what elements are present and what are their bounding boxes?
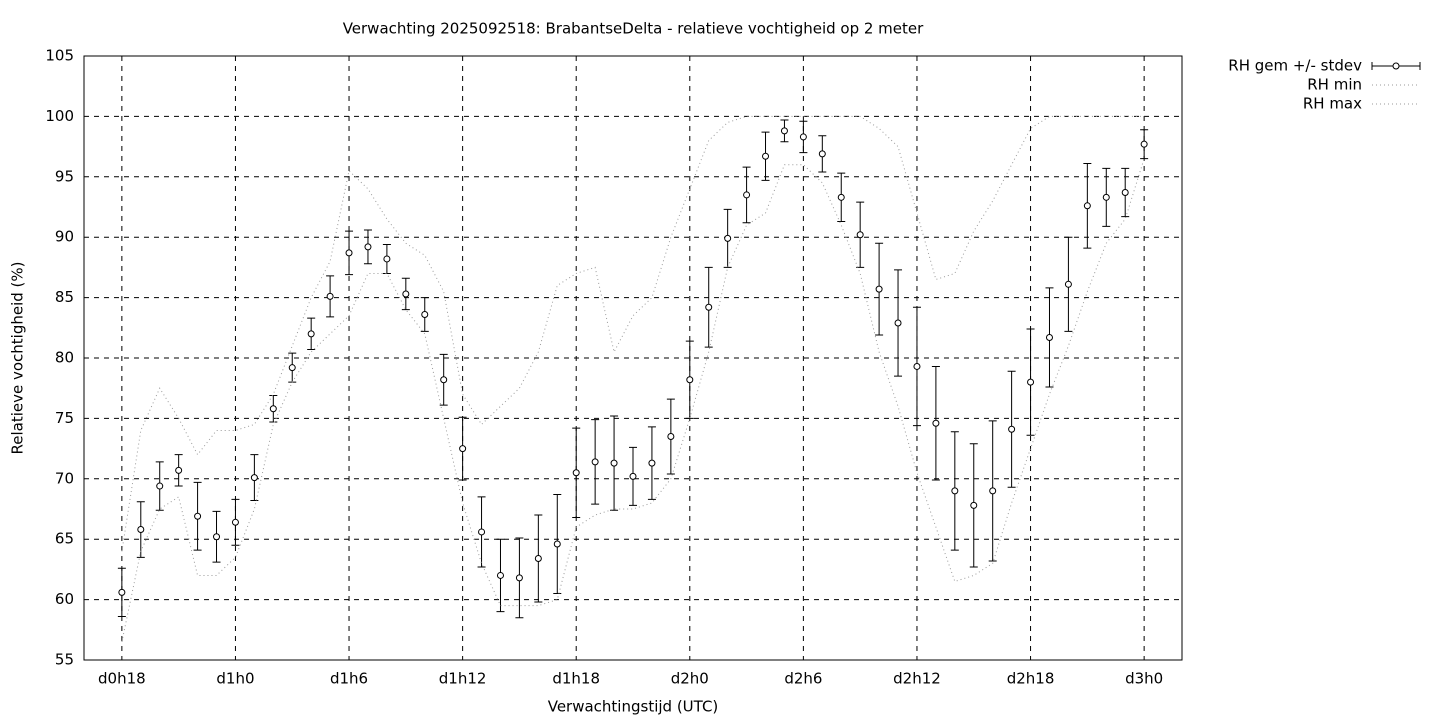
- point: [913, 362, 921, 370]
- point: [345, 249, 353, 257]
- y-tick-label: 60: [55, 590, 74, 608]
- point: [951, 487, 959, 495]
- y-tick-label: 95: [55, 167, 74, 185]
- point: [440, 376, 448, 384]
- x-tick-label: d0h18: [98, 670, 146, 688]
- point: [572, 469, 580, 477]
- x-tick-label: d2h6: [784, 670, 822, 688]
- line-series: [121, 158, 1145, 642]
- point: [1008, 425, 1016, 433]
- point: [402, 290, 410, 298]
- point: [175, 466, 183, 474]
- point: [496, 571, 504, 579]
- point: [288, 364, 296, 372]
- point: [326, 292, 334, 300]
- point: [818, 150, 826, 158]
- chart-title: Verwachting 2025092518: BrabantseDelta -…: [343, 20, 924, 38]
- y-tick-label: 80: [55, 349, 74, 367]
- point: [534, 555, 542, 563]
- point: [213, 533, 221, 541]
- point: [515, 574, 523, 582]
- point: [705, 303, 713, 311]
- y-tick-label: 100: [45, 107, 74, 125]
- plot-frame: [83, 55, 1183, 661]
- point: [1121, 189, 1129, 197]
- point: [648, 459, 656, 467]
- legend-label: RH gem +/- stdev: [1228, 57, 1362, 75]
- point: [1102, 193, 1110, 201]
- point: [799, 133, 807, 141]
- point: [194, 512, 202, 520]
- y-tick-label: 105: [45, 47, 74, 65]
- point: [421, 311, 429, 319]
- point: [553, 540, 561, 548]
- x-tick-label: d3h0: [1125, 670, 1163, 688]
- x-tick-label: d1h6: [330, 670, 368, 688]
- point: [762, 152, 770, 160]
- legend-swatch: [1392, 62, 1400, 70]
- legend-label: RH max: [1303, 95, 1362, 113]
- point: [250, 474, 258, 482]
- y-axis-label: Relatieve vochtigheid (%): [9, 261, 27, 454]
- x-tick-label: d1h18: [552, 670, 600, 688]
- point: [156, 482, 164, 490]
- point: [1083, 202, 1091, 210]
- y-tick-label: 55: [55, 651, 74, 669]
- point: [743, 191, 751, 199]
- x-tick-label: d2h0: [671, 670, 709, 688]
- y-tick-label: 65: [55, 530, 74, 548]
- point: [307, 330, 315, 338]
- x-tick-label: d2h12: [893, 670, 941, 688]
- point: [118, 588, 126, 596]
- point: [137, 526, 145, 534]
- point: [724, 234, 732, 242]
- point: [629, 472, 637, 480]
- x-tick-label: d1h12: [439, 670, 487, 688]
- point: [932, 419, 940, 427]
- point: [686, 376, 694, 384]
- point: [1140, 140, 1148, 148]
- point: [591, 458, 599, 466]
- point: [1045, 333, 1053, 341]
- point: [231, 518, 239, 526]
- x-tick-label: d2h18: [1007, 670, 1055, 688]
- point: [780, 127, 788, 135]
- point: [667, 433, 675, 441]
- point: [478, 528, 486, 536]
- y-tick-label: 75: [55, 409, 74, 427]
- point: [1064, 280, 1072, 288]
- point: [269, 405, 277, 413]
- point: [989, 487, 997, 495]
- point: [970, 501, 978, 509]
- x-tick-label: d1h0: [216, 670, 254, 688]
- point: [610, 459, 618, 467]
- x-axis-label: Verwachtingstijd (UTC): [548, 698, 719, 716]
- point: [837, 193, 845, 201]
- point: [383, 255, 391, 263]
- y-tick-label: 90: [55, 228, 74, 246]
- y-tick-label: 70: [55, 469, 74, 487]
- point: [1027, 378, 1035, 386]
- legend-label: RH min: [1307, 76, 1362, 94]
- point: [875, 285, 883, 293]
- point: [894, 319, 902, 327]
- point: [364, 243, 372, 251]
- point: [856, 231, 864, 239]
- y-tick-label: 85: [55, 288, 74, 306]
- point: [459, 445, 467, 453]
